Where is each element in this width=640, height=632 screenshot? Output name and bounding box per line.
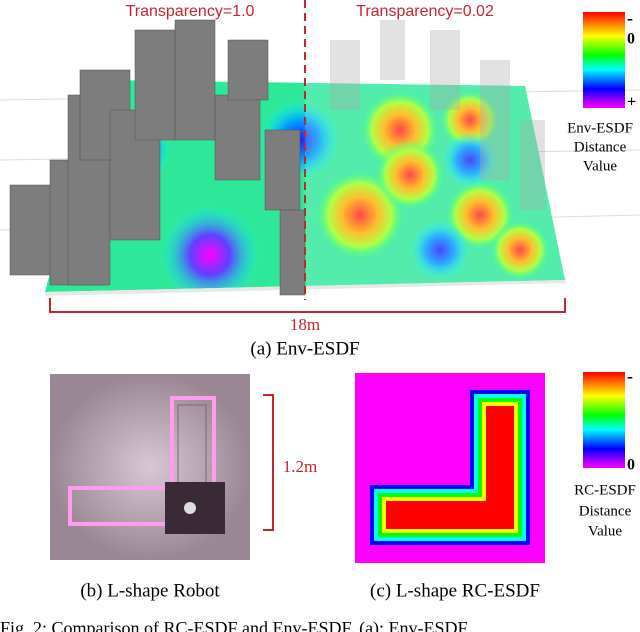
- scale-bracket: [49, 298, 566, 313]
- colorbar-title: Distance: [579, 503, 632, 519]
- scale-bracket: [263, 394, 274, 531]
- left-label: Transparency=1.0: [126, 3, 255, 20]
- colorbar-title: Value: [588, 523, 622, 539]
- rc-esdf: [355, 373, 545, 563]
- panel-caption: (b) L-shape Robot: [80, 580, 220, 601]
- colorbar-title: Env-ESDF: [567, 120, 633, 136]
- colorbar-top: -: [627, 8, 633, 28]
- right-label: Transparency=0.02: [356, 3, 494, 20]
- panel-caption: (c) L-shape RC-ESDF: [370, 580, 540, 601]
- colorbar-title: Distance: [574, 139, 627, 155]
- figure-caption: Fig. 2: Comparison of RC-ESDF and Env-ES…: [0, 618, 468, 632]
- colorbar-middle: 0: [627, 31, 635, 48]
- panel-caption: (a) Env-ESDF: [250, 338, 359, 359]
- colorbar-title: Value: [583, 158, 617, 174]
- colorbar-bottom: +: [627, 94, 636, 111]
- colorbar-title: RC-ESDF: [574, 482, 636, 498]
- env-map: [0, 0, 640, 300]
- colorbar-top: -: [627, 366, 633, 386]
- scale-label: 18m: [290, 315, 320, 334]
- robot-photo: [50, 374, 250, 560]
- scale-label: 1.2m: [283, 457, 317, 476]
- colorbar-bottom: 0: [627, 457, 635, 474]
- colorbar: [583, 12, 625, 108]
- colorbar: [583, 372, 625, 468]
